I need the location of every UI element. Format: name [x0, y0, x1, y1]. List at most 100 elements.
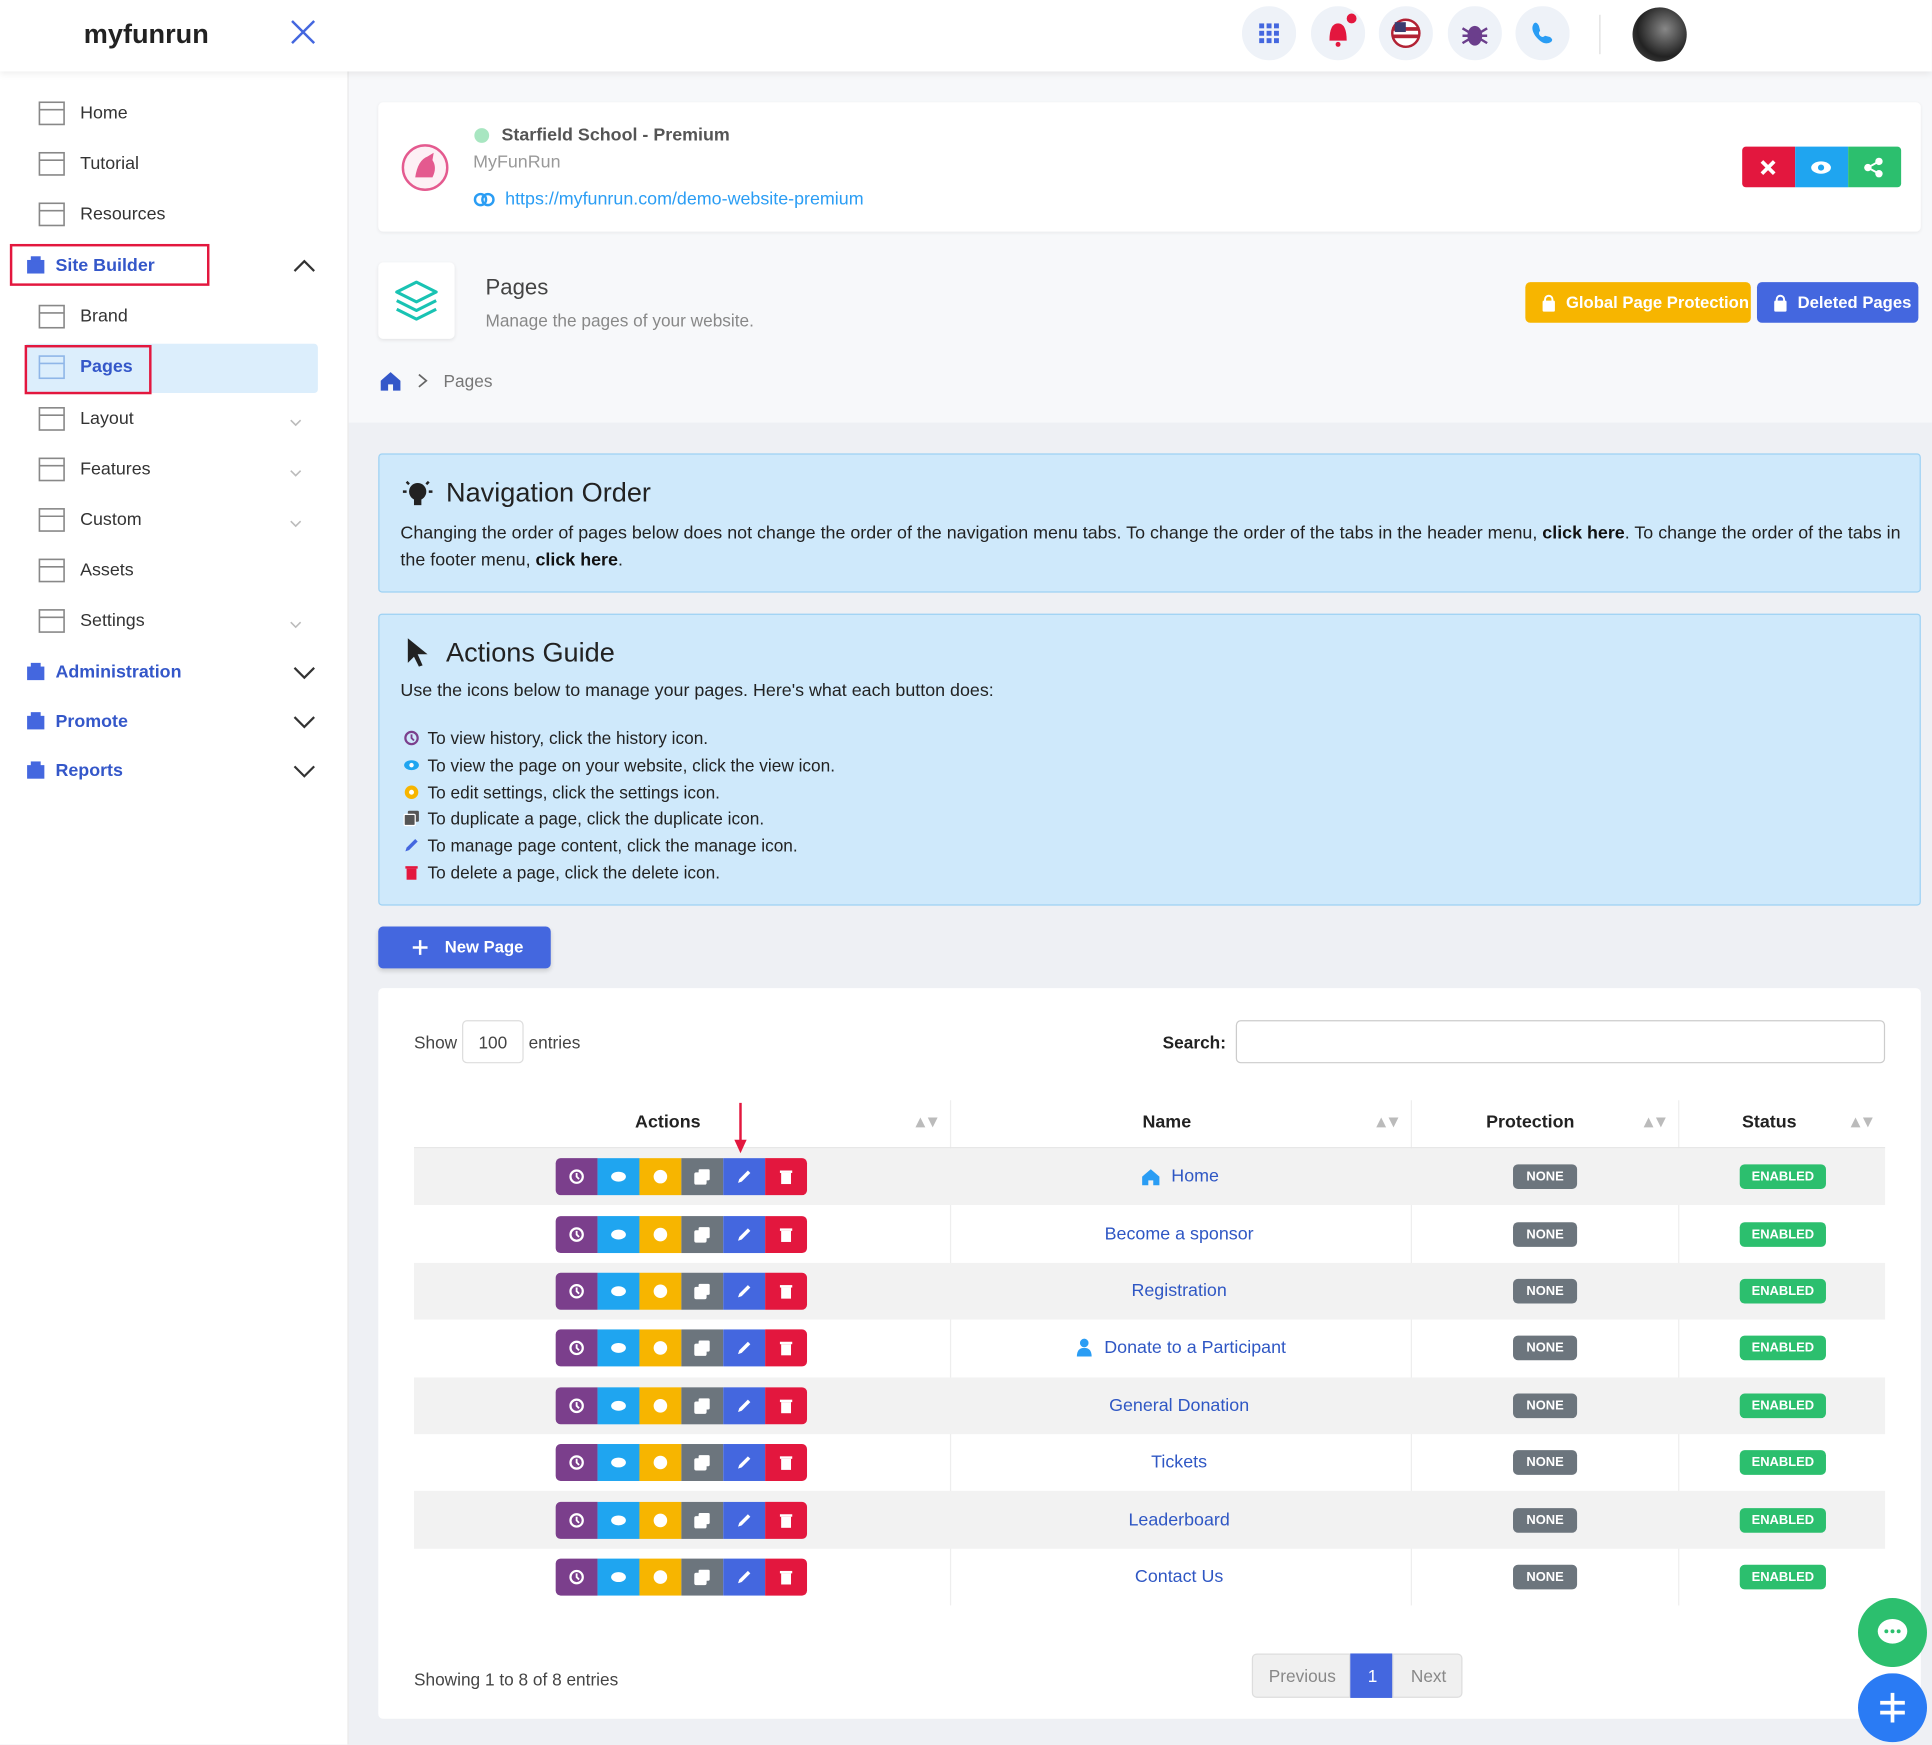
column-header[interactable]: Name [1142, 1112, 1192, 1133]
action-button[interactable] [723, 1215, 766, 1253]
help-button[interactable] [1858, 1673, 1928, 1743]
sidebar-item[interactable]: Resources [80, 204, 166, 225]
site-url[interactable]: https://myfunrun.com/demo-website-premiu… [505, 189, 864, 210]
action-button[interactable] [555, 1444, 598, 1482]
action-button[interactable] [555, 1215, 598, 1253]
action-button[interactable] [765, 1215, 808, 1253]
sidebar-item[interactable]: Layout [80, 409, 134, 429]
action-button[interactable] [597, 1387, 640, 1425]
action-button[interactable] [555, 1387, 598, 1425]
action-button[interactable] [555, 1558, 598, 1596]
column-header[interactable]: Protection [1486, 1112, 1575, 1133]
sidebar-item[interactable]: Settings [80, 611, 145, 631]
action-button[interactable] [765, 1558, 808, 1596]
page-name-link[interactable]: Registration [1131, 1281, 1227, 1302]
sidebar-item[interactable]: Custom [80, 510, 142, 530]
sidebar-item[interactable]: Brand [80, 306, 128, 327]
action-button[interactable] [723, 1158, 766, 1196]
section-icon [25, 760, 47, 782]
action-button[interactable] [555, 1501, 598, 1539]
column-header[interactable]: Actions [635, 1112, 701, 1133]
sidebar-item[interactable]: Tutorial [80, 154, 139, 174]
pagination-button[interactable]: Previous [1251, 1653, 1351, 1698]
action-button[interactable] [597, 1558, 640, 1596]
header-button[interactable]: Global Page Protection [1525, 282, 1751, 323]
action-button[interactable] [723, 1387, 766, 1425]
action-button[interactable] [681, 1558, 724, 1596]
page-name-link[interactable]: General Donation [1109, 1395, 1250, 1416]
action-button[interactable] [723, 1329, 766, 1367]
action-button[interactable] [723, 1501, 766, 1539]
action-button[interactable] [765, 1272, 808, 1310]
action-button[interactable] [639, 1501, 682, 1539]
action-icon [653, 1455, 668, 1470]
action-button[interactable] [681, 1444, 724, 1482]
action-button[interactable] [765, 1444, 808, 1482]
sidebar-item[interactable]: Administration [55, 662, 182, 683]
search-input[interactable] [1235, 1020, 1886, 1064]
action-button[interactable] [639, 1329, 682, 1367]
entries-label: entries [528, 1032, 581, 1053]
sidebar-item[interactable]: Promote [55, 712, 128, 732]
action-button[interactable] [555, 1158, 598, 1196]
avatar[interactable] [1632, 7, 1687, 62]
page-name-link[interactable]: Leaderboard [1128, 1510, 1230, 1530]
top-icon-svg [1310, 6, 1365, 61]
sidebar-item[interactable]: Features [80, 459, 151, 480]
page-name-link[interactable]: Contact Us [1134, 1567, 1224, 1587]
action-button[interactable] [639, 1387, 682, 1425]
action-button[interactable] [597, 1158, 640, 1196]
page-length-select[interactable]: 100 [462, 1020, 524, 1064]
action-button[interactable] [723, 1558, 766, 1596]
action-button[interactable] [723, 1444, 766, 1482]
action-button[interactable] [681, 1215, 724, 1253]
site-action-button[interactable] [1742, 146, 1796, 188]
pagination-button[interactable]: Next [1392, 1653, 1463, 1698]
item-icon-svg [38, 355, 65, 380]
action-button[interactable] [765, 1329, 808, 1367]
action-button[interactable] [639, 1558, 682, 1596]
action-button[interactable] [681, 1329, 724, 1367]
action-button[interactable] [681, 1272, 724, 1310]
column-header[interactable]: Status [1741, 1112, 1797, 1133]
pagination-label: Next [1410, 1665, 1447, 1686]
action-button[interactable] [555, 1329, 598, 1367]
chat-button[interactable] [1858, 1598, 1928, 1668]
action-icon [779, 1513, 793, 1528]
action-button[interactable] [639, 1444, 682, 1482]
action-button[interactable] [597, 1272, 640, 1310]
new-page-button[interactable]: New Page [378, 926, 551, 969]
action-button[interactable] [765, 1158, 808, 1196]
action-button[interactable] [765, 1387, 808, 1425]
pagination-button[interactable]: 1 [1350, 1653, 1393, 1698]
action-button[interactable] [681, 1387, 724, 1425]
action-button[interactable] [639, 1158, 682, 1196]
action-button[interactable] [597, 1329, 640, 1367]
page-name-link[interactable]: Become a sponsor [1104, 1224, 1254, 1244]
action-button[interactable] [681, 1501, 724, 1539]
action-button[interactable] [597, 1501, 640, 1539]
action-button[interactable] [597, 1444, 640, 1482]
site-action-button[interactable] [1795, 146, 1849, 188]
info-link[interactable]: click here [1542, 523, 1625, 544]
column-border [949, 1100, 952, 1606]
page-name-link[interactable]: Tickets [1151, 1452, 1208, 1473]
action-button[interactable] [765, 1501, 808, 1539]
action-button[interactable] [639, 1272, 682, 1310]
sidebar-item[interactable]: Assets [80, 560, 134, 581]
sidebar-item[interactable]: Reports [55, 761, 123, 782]
header-button[interactable]: Deleted Pages [1756, 282, 1919, 323]
info-link[interactable]: click here [535, 550, 618, 571]
sidebar-item[interactable]: Home [80, 103, 128, 124]
action-button[interactable] [723, 1272, 766, 1310]
action-button[interactable] [597, 1215, 640, 1253]
page-name-link[interactable]: Home [1171, 1167, 1219, 1187]
action-button[interactable] [681, 1158, 724, 1196]
site-action-button[interactable] [1848, 146, 1902, 188]
action-button[interactable] [639, 1215, 682, 1253]
sidebar-item[interactable]: Pages [80, 357, 133, 378]
page-name-link[interactable]: Donate to a Participant [1104, 1338, 1287, 1359]
sidebar-item[interactable]: Site Builder [55, 256, 155, 276]
protection-label: NONE [1526, 1398, 1564, 1413]
action-button[interactable] [555, 1272, 598, 1310]
